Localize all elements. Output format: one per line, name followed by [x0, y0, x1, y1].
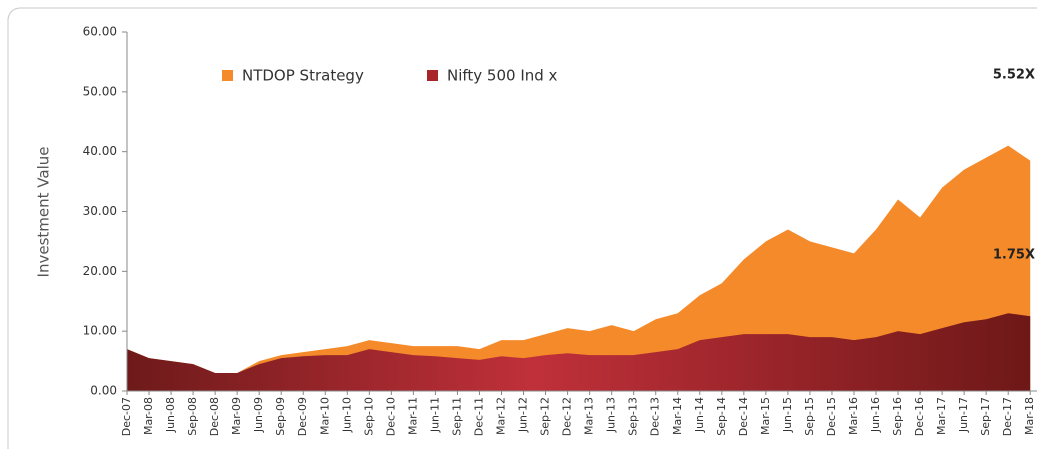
x-tick-label: Mar-18	[1023, 397, 1036, 435]
x-tick-label: Mar-09	[230, 397, 243, 435]
x-tick-label: Dec-11	[472, 397, 485, 436]
legend-swatch	[222, 70, 233, 81]
y-axis-label: Investment Value	[35, 147, 53, 278]
x-tick-label: Jun-09	[252, 397, 265, 433]
x-tick-label: Mar-13	[583, 397, 596, 435]
x-tick-label: Sep-09	[274, 397, 287, 436]
x-tick-label: Sep-15	[803, 397, 816, 436]
annotation: 1.75X	[993, 248, 1035, 263]
x-tick-label: Jun-12	[517, 397, 530, 433]
legend-label: Nifty 500 Ind x	[447, 67, 558, 85]
y-tick-label: 50.00	[83, 84, 117, 98]
x-tick-label: Jun-15	[781, 397, 794, 433]
annotation: 5.52X	[993, 68, 1035, 83]
x-tick-label: Mar-16	[847, 397, 860, 435]
frame	[7, 7, 1037, 449]
x-tick-label: Mar-10	[318, 397, 331, 435]
x-tick-label: Dec-09	[296, 397, 309, 436]
x-tick-label: Dec-13	[649, 397, 662, 436]
x-tick-label: Dec-14	[737, 397, 750, 436]
x-tick-label: Dec-12	[561, 397, 574, 436]
x-tick-label: Sep-16	[891, 397, 904, 436]
legend-label: NTDOP Strategy	[242, 67, 364, 85]
x-tick-label: Sep-10	[362, 397, 375, 436]
x-tick-label: Dec-16	[913, 397, 926, 436]
x-tick-label: Dec-08	[208, 397, 221, 436]
y-tick-label: 20.00	[83, 264, 117, 278]
x-tick-label: Jun-11	[428, 397, 441, 433]
legend-swatch	[427, 70, 438, 81]
x-tick-label: Dec-15	[825, 397, 838, 436]
y-tick-label: 30.00	[83, 204, 117, 218]
x-tick-label: Sep-08	[186, 397, 199, 436]
x-tick-label: Mar-15	[759, 397, 772, 435]
x-tick-label: Mar-17	[935, 397, 948, 435]
x-tick-label: Mar-11	[406, 397, 419, 435]
area	[127, 145, 1031, 391]
x-tick-label: Jun-08	[164, 397, 177, 433]
x-tick-label: Sep-13	[627, 397, 640, 436]
x-tick-label: Mar-12	[495, 397, 508, 435]
y-tick-label: 10.00	[83, 324, 117, 338]
x-tick-label: Mar-08	[142, 397, 155, 435]
y-tick-label: 40.00	[83, 144, 117, 158]
area	[127, 313, 1031, 391]
x-tick-label: Mar-14	[671, 397, 684, 435]
x-tick-label: Sep-11	[450, 397, 463, 436]
x-tick-label: Jun-13	[605, 397, 618, 433]
x-tick-label: Jun-16	[869, 397, 882, 433]
x-tick-label: Sep-12	[539, 397, 552, 436]
x-tick-label: Dec-17	[1001, 397, 1014, 436]
x-tick-label: Sep-17	[979, 397, 992, 436]
x-tick-label: Dec-07	[120, 397, 133, 436]
x-tick-label: Jun-17	[957, 397, 970, 433]
y-tick-label: 60.00	[83, 25, 117, 39]
y-tick-label: 0.00	[90, 384, 117, 398]
x-tick-label: Jun-14	[693, 397, 706, 433]
x-tick-label: Jun-10	[340, 397, 353, 433]
x-tick-label: Dec-10	[384, 397, 397, 436]
x-tick-label: Sep-14	[715, 397, 728, 436]
